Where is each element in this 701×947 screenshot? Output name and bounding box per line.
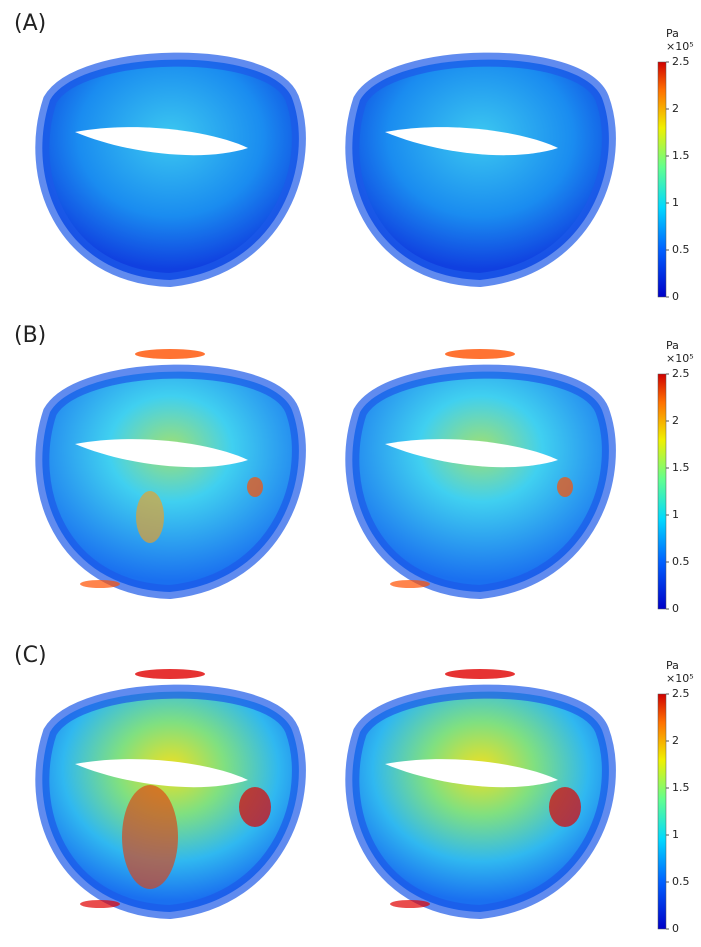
colorbar-tick-label: 2 <box>672 734 679 747</box>
panel-label: (C) <box>14 643 47 668</box>
valve-rim <box>35 684 306 920</box>
valve-image <box>345 349 616 600</box>
colorbar-tick-label: 1.5 <box>672 781 690 794</box>
hot-spot <box>390 580 430 588</box>
colorbar-tick-label: 1 <box>672 508 679 521</box>
hot-spot <box>247 477 263 497</box>
valve-surface <box>352 691 609 912</box>
colorbar-tick-label: 2 <box>672 102 679 115</box>
colorbar-tick-label: 1.5 <box>672 461 690 474</box>
valve-surface <box>352 371 609 592</box>
valve-image <box>35 349 306 600</box>
hot-spot <box>239 787 271 827</box>
colorbar-scale: ×10⁵ <box>666 672 694 685</box>
hot-spot <box>445 669 515 679</box>
hot-spot <box>135 669 205 679</box>
hot-spot <box>135 349 205 359</box>
colorbar-tick-label: 1 <box>672 196 679 209</box>
valve-rim <box>35 364 306 600</box>
hot-spot <box>136 491 164 543</box>
hot-spot <box>557 477 573 497</box>
colorbar-tick-label: 0.5 <box>672 555 690 568</box>
colorbar-unit: Pa <box>666 659 679 672</box>
colorbar-tick-label: 1 <box>672 828 679 841</box>
valve-opening <box>75 759 248 788</box>
valve-surface <box>42 59 299 280</box>
valve-image <box>345 52 616 288</box>
valve-rim <box>345 364 616 600</box>
valve-surface <box>42 371 299 592</box>
colorbar-tick-label: 0 <box>672 602 679 615</box>
valve-image <box>35 669 306 920</box>
hot-spot <box>80 900 120 908</box>
colorbar <box>657 61 667 298</box>
valve-surface <box>352 59 609 280</box>
colorbar-tick-label: 0 <box>672 922 679 935</box>
hot-spot <box>549 787 581 827</box>
colorbar-tick-label: 0.5 <box>672 875 690 888</box>
valve-opening <box>385 127 558 156</box>
colorbar-scale: ×10⁵ <box>666 352 694 365</box>
valve-rim <box>345 684 616 920</box>
colorbar-tick-label: 2.5 <box>672 687 690 700</box>
hot-spot <box>80 580 120 588</box>
valve-opening <box>385 759 558 788</box>
valve-rim <box>35 52 306 288</box>
colorbar <box>657 693 667 930</box>
valve-image <box>345 669 616 920</box>
panel-label: (A) <box>14 11 46 36</box>
colorbar-tick-label: 2.5 <box>672 55 690 68</box>
valve-rim <box>345 52 616 288</box>
colorbar <box>657 373 667 610</box>
colorbar-scale: ×10⁵ <box>666 40 694 53</box>
colorbar-tick-label: 2 <box>672 414 679 427</box>
panel-label: (B) <box>14 323 46 348</box>
hot-spot <box>122 785 178 889</box>
valve-opening <box>75 439 248 468</box>
hot-spot <box>445 349 515 359</box>
colorbar-unit: Pa <box>666 27 679 40</box>
colorbar-tick-label: 0.5 <box>672 243 690 256</box>
colorbar-tick-label: 1.5 <box>672 149 690 162</box>
colorbar-unit: Pa <box>666 339 679 352</box>
valve-opening <box>385 439 558 468</box>
valve-image <box>35 52 306 288</box>
colorbar-tick-label: 2.5 <box>672 367 690 380</box>
colorbar-tick-label: 0 <box>672 290 679 303</box>
hot-spot <box>390 900 430 908</box>
valve-opening <box>75 127 248 156</box>
